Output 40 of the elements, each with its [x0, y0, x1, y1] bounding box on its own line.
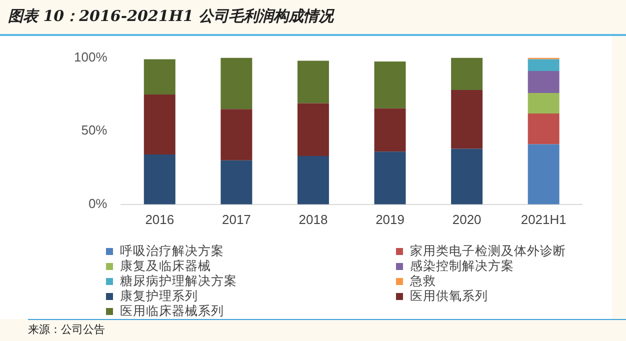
bar [220, 58, 252, 110]
bar [144, 94, 176, 155]
bar [451, 90, 483, 149]
legend-label: 医用临床器械系列 [120, 302, 224, 320]
bar [528, 114, 560, 144]
bar [374, 152, 406, 204]
legend-label: 康复护理系列 [120, 288, 198, 304]
bar [297, 103, 329, 156]
source-note: 来源：公司公告 [28, 322, 105, 337]
legend-label: 家用类电子检测及体外诊断 [410, 242, 566, 259]
y-tick-label: 100% [74, 49, 108, 64]
x-tick-label: 2017 [222, 212, 251, 227]
bar [297, 60, 329, 104]
bar [220, 109, 252, 160]
x-tick-label: 2016 [145, 212, 174, 227]
x-tick-label: 2020 [452, 212, 482, 227]
legend-label: 呼吸治疗解决方案 [120, 242, 224, 260]
y-tick-label: 50% [81, 122, 108, 138]
legend-label: 感染控制解决方案 [410, 258, 514, 274]
bar [528, 59, 560, 71]
legend-label: 急救 [410, 272, 436, 290]
y-tick-label: 0% [88, 196, 108, 211]
bar [374, 61, 406, 108]
bar [144, 59, 176, 94]
x-tick-label: 2019 [376, 212, 404, 227]
bar [528, 144, 560, 204]
bar [297, 156, 329, 204]
legend-label: 糖尿病护理解决方案 [120, 272, 237, 290]
legend-label: 医用供氧系列 [410, 288, 488, 304]
x-tick-label: 2021H1 [520, 212, 566, 227]
bar [374, 108, 406, 152]
bar [451, 148, 483, 204]
bar [528, 70, 560, 93]
bar [220, 160, 252, 204]
bar [144, 154, 176, 204]
legend-label: 康复及临床器械 [120, 258, 211, 274]
chart-title: 图表 10：2016-2021H1 公司毛利润构成情况 [8, 7, 334, 26]
bar [451, 58, 483, 90]
x-tick-label: 2018 [298, 212, 328, 227]
bar [528, 92, 560, 114]
